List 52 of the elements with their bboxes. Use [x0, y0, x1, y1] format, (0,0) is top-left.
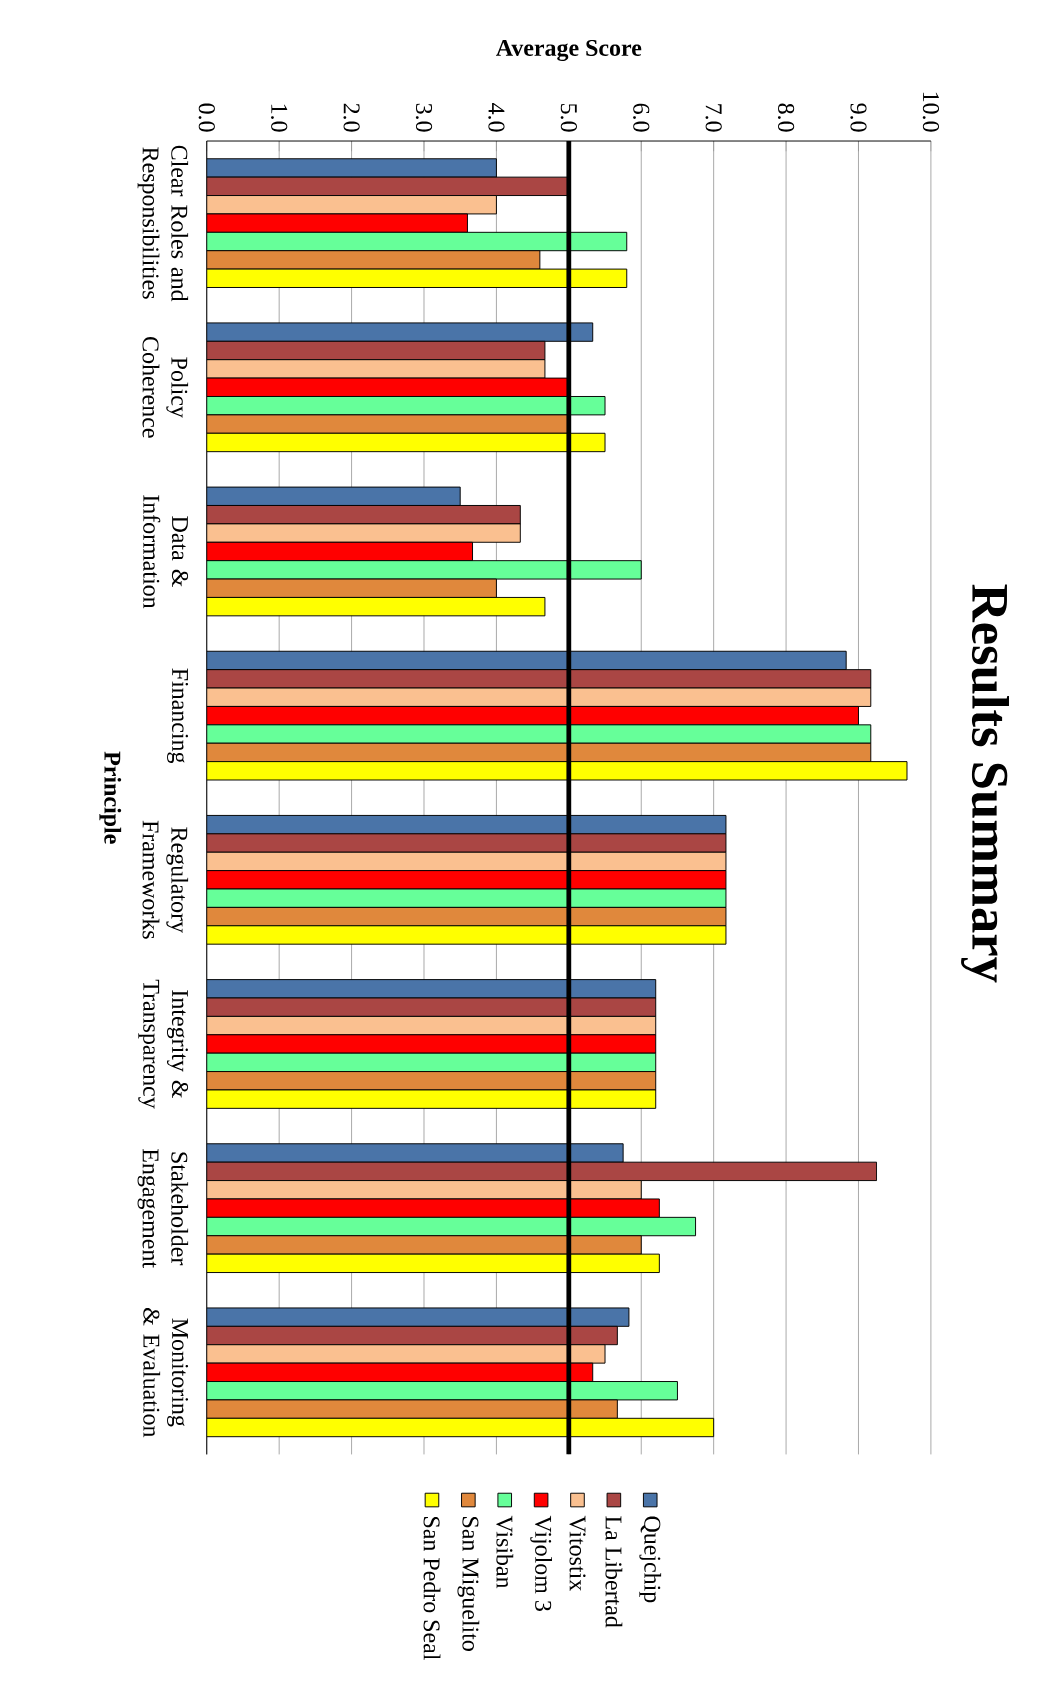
legend-label: La Libertad	[605, 1516, 623, 1628]
bar	[206, 1307, 630, 1327]
bar	[206, 541, 473, 562]
bar	[206, 870, 727, 890]
y-axis-title: Principle	[99, 751, 122, 844]
bar	[206, 1362, 594, 1382]
x-tick-label: 6.0	[633, 103, 650, 132]
y-tick-label: Integrity & Transparency	[138, 979, 189, 1109]
y-tick-label: Clear Roles and Responsibilities	[137, 145, 189, 302]
x-tick-label: 10.0	[922, 92, 939, 132]
bar	[206, 1143, 624, 1163]
text: Results Summary	[961, 584, 1009, 983]
bar	[206, 432, 606, 453]
legend-label: Quejchip	[639, 1516, 662, 1603]
legend-label: Vijolom 3	[530, 1515, 552, 1611]
bar	[206, 814, 727, 835]
bar	[206, 650, 847, 671]
bar	[206, 1034, 657, 1054]
y-tick-label: Regulatory Frameworks	[142, 820, 189, 939]
x-tick-label: 0.0	[198, 103, 215, 132]
legend-label: Vitostix	[569, 1515, 586, 1591]
bar	[206, 979, 657, 999]
x-tick-label: 1.0	[270, 104, 288, 132]
x-tick-label: 4.0	[488, 103, 505, 132]
bar	[206, 925, 727, 945]
legend-label: San Miguelito	[457, 1517, 480, 1651]
bar	[206, 1198, 660, 1218]
bar	[206, 158, 497, 178]
bar	[206, 705, 859, 726]
y-tick-label: Data & Information	[143, 495, 189, 609]
y-tick-label: Policy Coherence	[142, 337, 189, 438]
x-tick-label: 2.0	[343, 103, 360, 132]
bar	[206, 213, 468, 233]
bar	[206, 596, 546, 617]
bar	[206, 1089, 657, 1109]
legend-label: Visiban	[496, 1515, 514, 1589]
x-tick-label: 9.0	[850, 103, 867, 132]
x-tick-label: 8.0	[777, 103, 795, 132]
x-axis-title: Average Score	[495, 39, 642, 62]
bar	[206, 1253, 660, 1274]
bar	[206, 761, 908, 781]
x-tick-label: 3.0	[415, 103, 433, 132]
y-tick-label: Financing	[167, 668, 189, 764]
x-tick-label: 7.0	[705, 104, 722, 132]
y-tick-label: Stakeholder Engagement	[137, 1149, 189, 1268]
bar	[206, 486, 461, 506]
bar	[206, 268, 628, 288]
x-tick-label: 5.0	[560, 104, 577, 132]
bar	[206, 322, 594, 342]
bar	[206, 1417, 715, 1438]
legend-label: San Pedro Seal	[423, 1517, 441, 1660]
y-tick-label: Monitoring & Evaluation	[143, 1308, 189, 1438]
